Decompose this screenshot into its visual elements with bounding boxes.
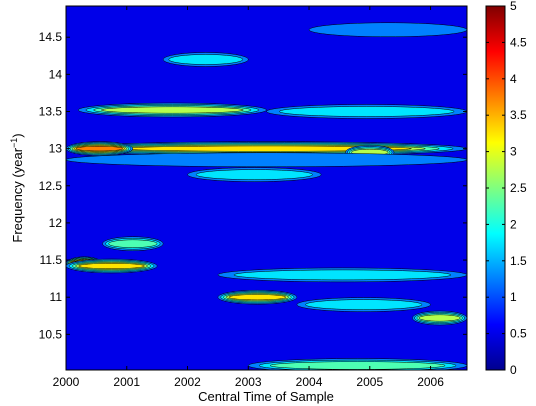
x-tick-label: 2002 <box>174 375 201 389</box>
contour-band <box>195 169 313 180</box>
x-tick-label: 2000 <box>53 375 80 389</box>
colorbar-tick-label: 3.5 <box>510 108 527 122</box>
y-axis-ticks: 10.5 11 11.5 12 12.5 13 13.5 14 14.5 <box>39 30 467 341</box>
contour-band <box>78 263 145 269</box>
colorbar-tick-label: 0 <box>510 363 517 377</box>
contour-band <box>101 106 244 114</box>
colorbar-ticks: 0 0.5 1 1.5 2 2.5 3 3.5 4 4.5 5 <box>486 0 527 377</box>
plot-background <box>66 6 467 370</box>
y-tick-label: 14 <box>49 67 63 81</box>
contour-band <box>279 106 455 117</box>
colorbar-tick-label: 5 <box>510 0 517 13</box>
contour-band <box>108 239 158 248</box>
x-tick-label: 2006 <box>417 375 444 389</box>
y-tick-label: 11.5 <box>40 253 63 267</box>
contour-band <box>66 152 467 168</box>
contour-band <box>308 22 467 38</box>
colorbar-tick-label: 4 <box>510 72 517 86</box>
y-tick-label: 12 <box>49 216 63 230</box>
contour-band <box>75 146 124 152</box>
y-tick-label: 13 <box>49 142 63 156</box>
colorbar-tick-label: 3 <box>510 145 517 159</box>
contour-band <box>228 294 287 301</box>
colorbar-tick-label: 4.5 <box>510 35 527 49</box>
contour-band <box>269 361 446 370</box>
x-tick-label: 2003 <box>235 375 262 389</box>
x-tick-label: 2005 <box>356 375 383 389</box>
colorbar: 0 0.5 1 1.5 2 2.5 3 3.5 4 4.5 5 <box>485 0 527 377</box>
plot-area: 2000 2001 2002 2003 2004 2005 2006 10.51111.51… <box>9 5 468 404</box>
y-tick-label: 11 <box>50 290 63 304</box>
colorbar-tick-label: 1 <box>510 290 517 304</box>
contour-band <box>168 54 244 65</box>
colorbar-tick-label: 2.5 <box>510 181 527 195</box>
x-tick-label: 2001 <box>113 375 140 389</box>
colorbar-tick-label: 1.5 <box>510 254 527 268</box>
colorbar-tick-label: 0.5 <box>510 327 527 341</box>
contour-band <box>233 269 452 281</box>
y-tick-label: 14.5 <box>39 30 63 44</box>
contour-bands <box>66 22 467 370</box>
y-tick-label: 10.5 <box>39 327 63 341</box>
contour-band <box>305 299 423 310</box>
contour-band <box>418 314 461 322</box>
x-tick-label: 2004 <box>296 375 323 389</box>
plot-frame <box>65 5 468 371</box>
x-axis-label: Central Time of Sample <box>198 389 334 404</box>
x-axis-ticks: 2000 2001 2002 2003 2004 2005 2006 <box>53 6 444 389</box>
y-tick-label: 13.5 <box>39 104 63 118</box>
colorbar-tick-label: 2 <box>510 217 517 231</box>
y-tick-label: 12.5 <box>39 179 63 193</box>
y-axis-label: Frequency (year−1) <box>9 133 25 242</box>
